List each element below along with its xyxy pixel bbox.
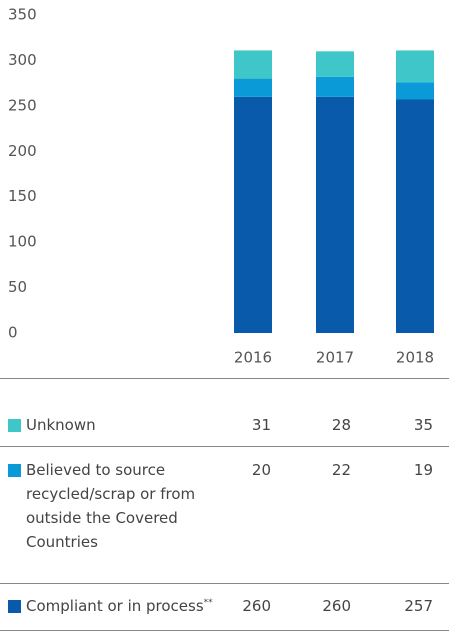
- table-value: 22: [331, 461, 351, 479]
- table-rule: [0, 630, 449, 631]
- bar-segment: [316, 96, 354, 334]
- series-name: Unknown: [26, 416, 96, 434]
- table-value: 19: [413, 461, 433, 479]
- legend-label: Believed to source recycled/scrap or fro…: [26, 458, 201, 554]
- legend-label: Compliant or in process**: [26, 594, 213, 618]
- table-rule: [0, 583, 449, 584]
- bar-segment: [234, 96, 272, 334]
- bar-segment: [234, 78, 272, 97]
- table-value: 260: [322, 597, 351, 615]
- y-tick-label: 350: [8, 6, 37, 24]
- legend-swatch: [8, 464, 21, 477]
- bar-chart: 0 50 100 150 200 250 300 350 2016 2017 2018: [8, 6, 434, 367]
- legend-label: Unknown: [26, 413, 201, 437]
- table-rule: [0, 378, 449, 379]
- legend-swatch: [8, 600, 21, 613]
- table-value: 28: [331, 416, 351, 434]
- table-value: 31: [251, 416, 271, 434]
- bar-segment: [316, 76, 354, 97]
- bar-segment: [316, 51, 354, 77]
- table-value: 260: [242, 597, 271, 615]
- bar-segment: [396, 50, 434, 83]
- series-name: Believed to source recycled/scrap or fro…: [26, 461, 196, 551]
- table-value: 257: [404, 597, 433, 615]
- y-tick-label: 100: [8, 233, 37, 251]
- series-name: Compliant or in process: [26, 597, 204, 615]
- y-tick-label: 200: [8, 142, 37, 160]
- bar-segment: [396, 99, 434, 333]
- x-tick-label: 2016: [234, 349, 272, 367]
- legend-swatch: [8, 419, 21, 432]
- y-tick-label: 150: [8, 187, 37, 205]
- x-tick-label: 2017: [316, 349, 354, 367]
- bar-segment: [234, 50, 272, 79]
- footnote-marker: **: [203, 598, 213, 608]
- y-tick-label: 0: [8, 324, 18, 342]
- y-tick-label: 50: [8, 278, 27, 296]
- table-rule: [0, 446, 449, 447]
- y-tick-label: 250: [8, 96, 37, 114]
- table-value: 20: [251, 461, 271, 479]
- bar-segment: [396, 82, 434, 100]
- y-tick-label: 300: [8, 51, 37, 69]
- table-value: 35: [413, 416, 433, 434]
- x-tick-label: 2018: [396, 349, 434, 367]
